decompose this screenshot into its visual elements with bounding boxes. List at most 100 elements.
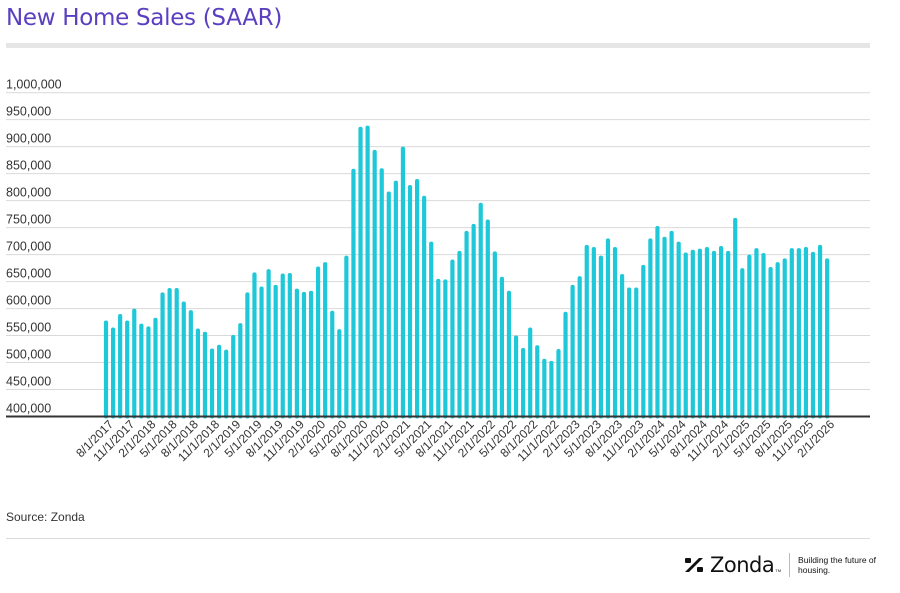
bar [747,254,752,419]
bar [330,310,335,419]
bar [563,311,568,419]
y-tick-label: 600,000 [6,294,51,308]
bar [627,287,632,419]
y-tick-label: 450,000 [6,375,51,389]
bar [450,259,455,419]
bar [690,249,695,419]
bar [386,191,391,419]
bar [641,264,646,419]
bar [231,335,236,419]
bar [217,344,222,419]
bar [273,284,278,419]
bar [471,223,476,419]
y-axis-labels: 400,000 450,000 500,000 550,000 600,000 650,0… [6,78,62,416]
bar [570,284,575,419]
bar [726,250,731,419]
bar [556,349,561,419]
bar [266,269,271,419]
bar [294,288,299,419]
bar [754,248,759,419]
zonda-mark-icon [684,556,704,574]
footer-divider [6,538,870,539]
y-tick-label: 1,000,000 [6,78,62,92]
bar [542,358,547,419]
bar [464,230,469,419]
bars [103,125,830,419]
bar [103,320,109,419]
bar [528,327,533,419]
bar [351,168,356,419]
bar [492,251,497,419]
bar [648,238,653,419]
y-tick-label: 950,000 [6,105,51,119]
logo-tagline: Building the future of housing. [798,555,877,575]
zonda-logo: Zonda TM Building the future of housing. [684,553,878,577]
bar [782,258,787,419]
bar [224,349,229,419]
bar [718,245,724,419]
bar [761,252,766,419]
bar [365,125,370,419]
bar [323,262,328,419]
bar [202,331,208,419]
y-tick-label: 500,000 [6,348,51,362]
title-divider [6,43,870,48]
bar [316,266,321,419]
bar [238,323,243,419]
bar [400,146,406,419]
bar [167,288,172,419]
bar [118,313,123,419]
bar [697,248,702,419]
bar [125,320,130,419]
bar [110,327,116,419]
bar [655,225,660,419]
bar [146,326,151,419]
bar [153,317,158,419]
y-tick-label: 850,000 [6,159,51,173]
bar [181,301,186,419]
bar [789,248,794,419]
bar [499,276,505,419]
bar [591,247,596,419]
y-tick-label: 750,000 [6,213,51,227]
logo-wordmark: Zonda [710,553,775,577]
bar [803,247,809,419]
bar [188,310,193,419]
bar [676,241,681,419]
bar [139,323,144,419]
bar [209,348,215,419]
bar [132,308,137,419]
y-tick-label: 900,000 [6,132,51,146]
bar [733,217,738,419]
bar [478,202,483,419]
bar [740,268,745,419]
bar [662,236,667,419]
bar [287,272,292,419]
bar [422,195,427,419]
y-tick-label: 550,000 [6,321,51,335]
y-tick-label: 650,000 [6,267,51,281]
bar [436,278,441,419]
logo-trademark: TM [775,568,782,573]
bar [407,184,413,419]
bar [535,345,540,419]
bar [775,262,780,419]
y-tick-label: 400,000 [6,402,51,416]
bar [810,251,816,419]
bar [485,219,490,419]
logo-separator [789,553,791,577]
bar [796,248,801,419]
bar [605,238,611,419]
bar [160,292,165,419]
bar [174,288,179,419]
bar [768,267,773,419]
bar [301,291,307,419]
bar [443,279,448,419]
y-tick-label: 800,000 [6,186,51,200]
x-axis-labels: 8/1/201711/1/20172/1/20185/1/20188/1/201… [73,417,837,464]
bar [711,250,717,419]
bar [598,255,603,419]
bar [634,287,639,419]
chart-title: New Home Sales (SAAR) [6,5,283,31]
bar [457,250,462,419]
